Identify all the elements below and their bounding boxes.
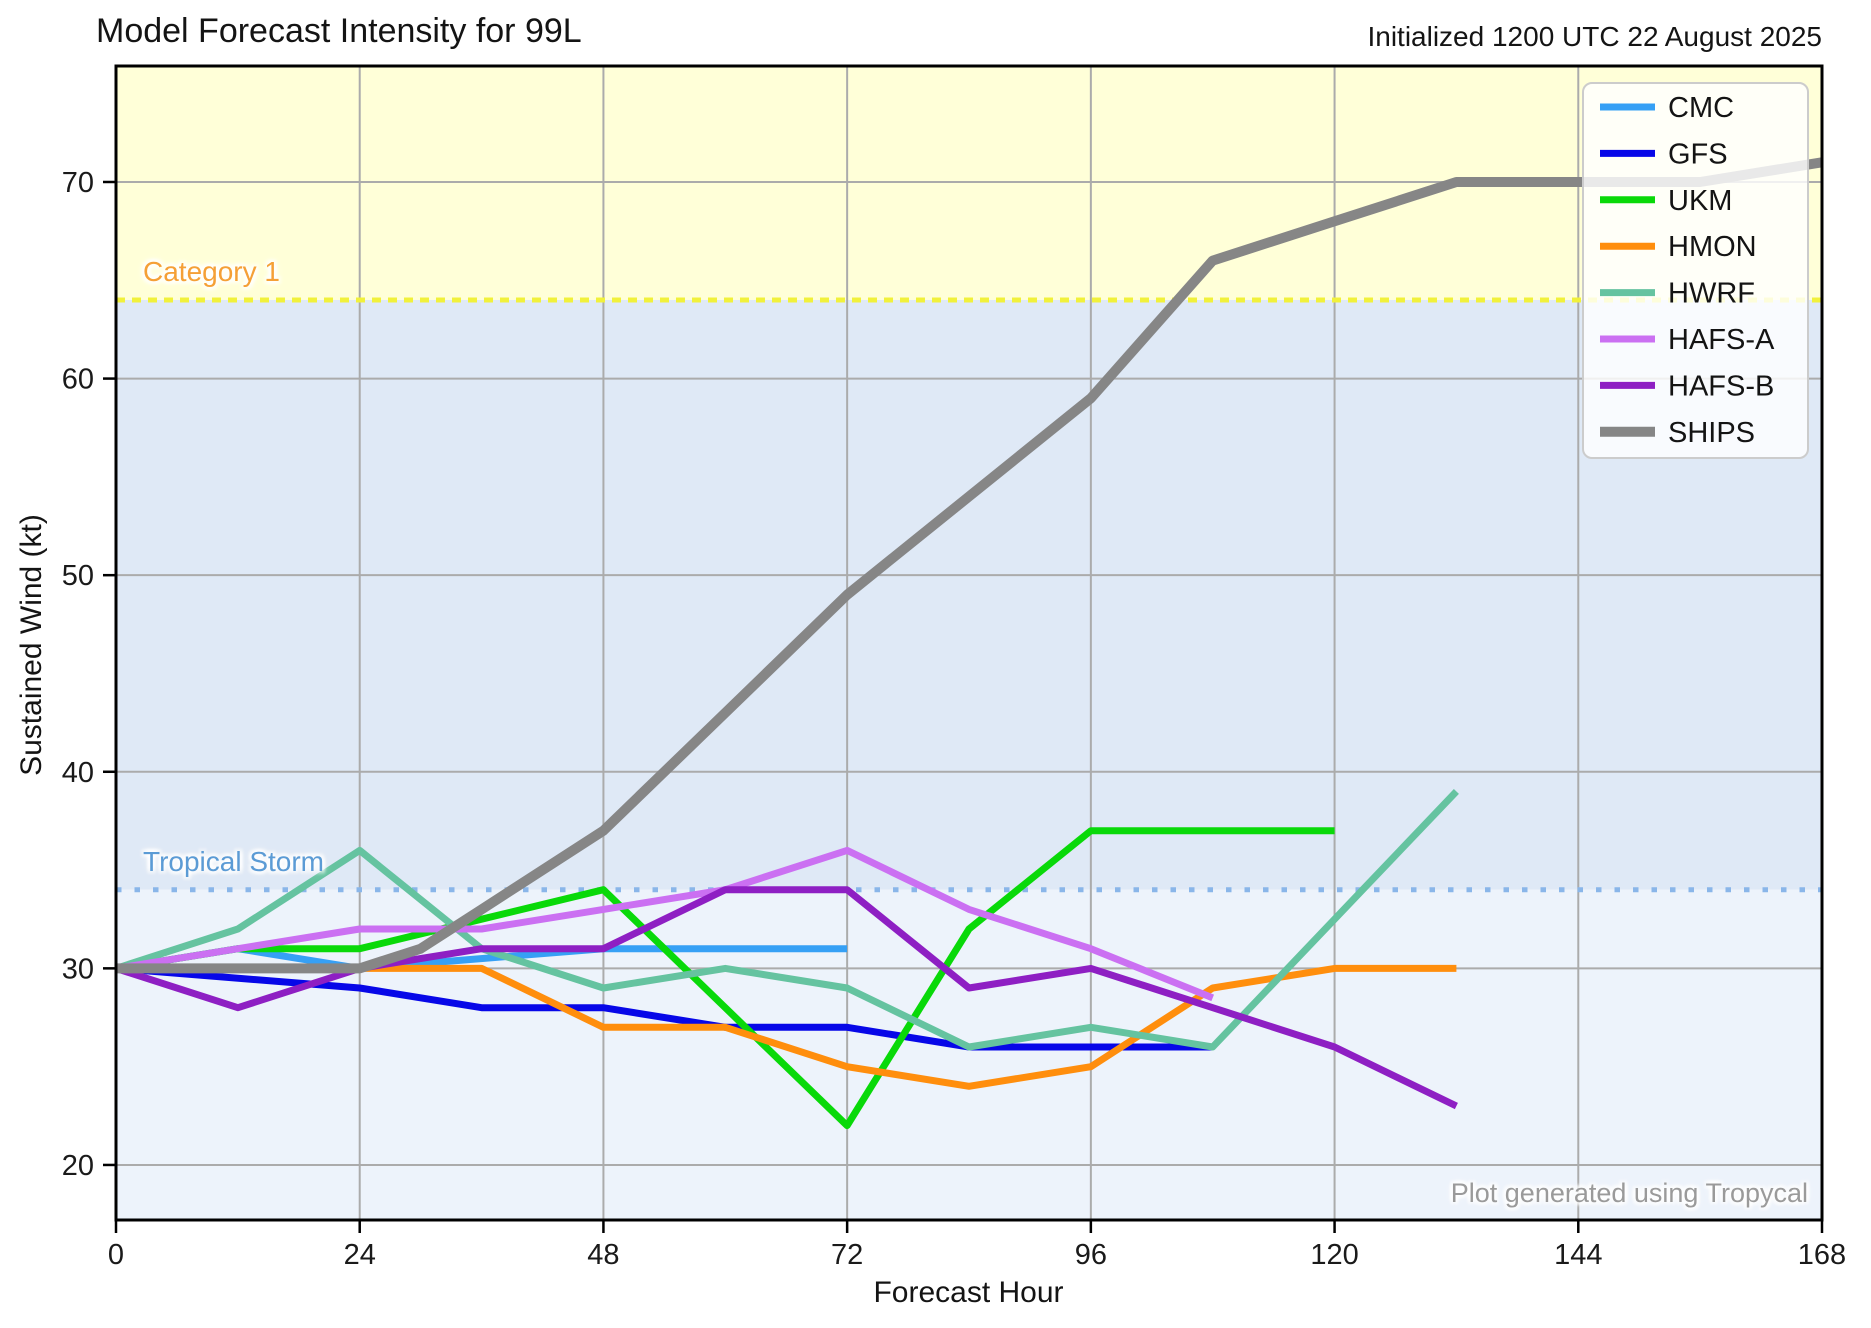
legend-label-UKM: UKM xyxy=(1668,185,1732,217)
x-tick-label-72: 72 xyxy=(831,1239,863,1271)
series-line-HAFS-B xyxy=(114,886,1458,1110)
credit-caption: Plot generated using Tropycal xyxy=(1450,1178,1808,1208)
legend-label-CMC: CMC xyxy=(1668,92,1734,124)
x-tick-label-0: 0 xyxy=(108,1239,124,1271)
y-tick-label-70: 70 xyxy=(62,167,94,199)
x-tick-label-120: 120 xyxy=(1310,1239,1358,1271)
legend-label-GFS: GFS xyxy=(1668,138,1728,170)
plot-border xyxy=(114,64,1824,1222)
legend-box xyxy=(1582,82,1809,459)
legend-label-HAFS-B: HAFS-B xyxy=(1668,370,1774,402)
init-time-label: Initialized 1200 UTC 22 August 2025 xyxy=(1367,21,1822,52)
y-tick-label-30: 30 xyxy=(62,953,94,985)
legend-label-HMON: HMON xyxy=(1668,231,1757,263)
x-axis-label: Forecast Hour xyxy=(873,1276,1064,1309)
series-line-SHIPS xyxy=(116,157,1823,974)
x-tick-label-96: 96 xyxy=(1075,1239,1107,1271)
x-tick-label-144: 144 xyxy=(1554,1239,1602,1271)
y-tick-label-60: 60 xyxy=(62,364,94,396)
y-tick-label-20: 20 xyxy=(62,1150,94,1182)
tropical-storm-zone xyxy=(116,299,1822,890)
legend-label-HAFS-A: HAFS-A xyxy=(1668,324,1775,356)
y-tick-label-40: 40 xyxy=(62,757,94,789)
series-line-UKM xyxy=(115,827,1335,1130)
legend-label-HWRF: HWRF xyxy=(1668,278,1755,310)
category-1-label: Category 1 xyxy=(143,256,280,287)
series-line-HAFS-A xyxy=(115,846,1215,1002)
y-tick-label-50: 50 xyxy=(62,560,94,592)
x-tick-label-168: 168 xyxy=(1798,1239,1846,1271)
x-tick-label-48: 48 xyxy=(587,1239,619,1271)
series-line-HWRF xyxy=(114,788,1459,1051)
legend-label-SHIPS: SHIPS xyxy=(1668,417,1755,449)
chart-title: Model Forecast Intensity for 99L xyxy=(96,12,582,50)
y-axis-label: Sustained Wind (kt) xyxy=(15,514,48,776)
tropical-storm-label: Tropical Storm xyxy=(143,846,325,877)
x-tick-label-24: 24 xyxy=(344,1239,376,1271)
below-tropical-storm-zone xyxy=(116,889,1822,1220)
